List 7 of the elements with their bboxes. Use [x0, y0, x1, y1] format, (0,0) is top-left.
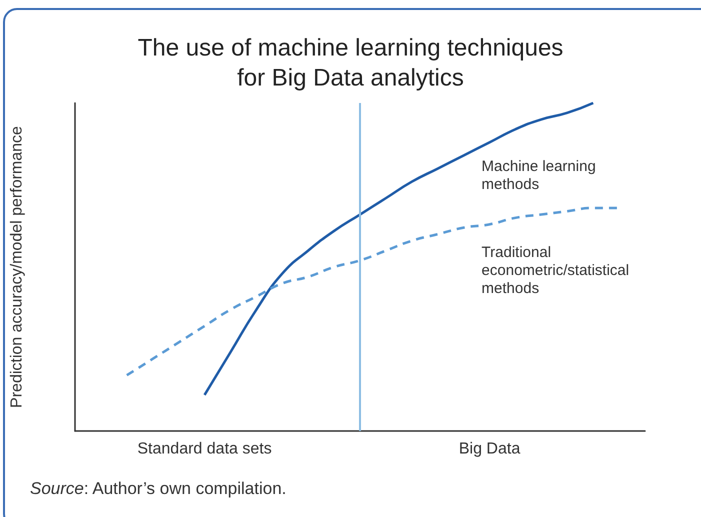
- series-label: Machine learning methods: [482, 158, 596, 193]
- chart-title: The use of machine learning techniques for Big Data analytics: [138, 34, 564, 92]
- source-note: Source: Author’s own compilation.: [30, 479, 286, 498]
- y-axis-title: Prediction accuracy/model performance: [8, 126, 26, 408]
- series-label: Traditional econometric/statistical methods: [482, 244, 630, 297]
- x-tick-label: Big Data: [458, 440, 520, 458]
- x-tick-label: Standard data sets: [137, 440, 272, 458]
